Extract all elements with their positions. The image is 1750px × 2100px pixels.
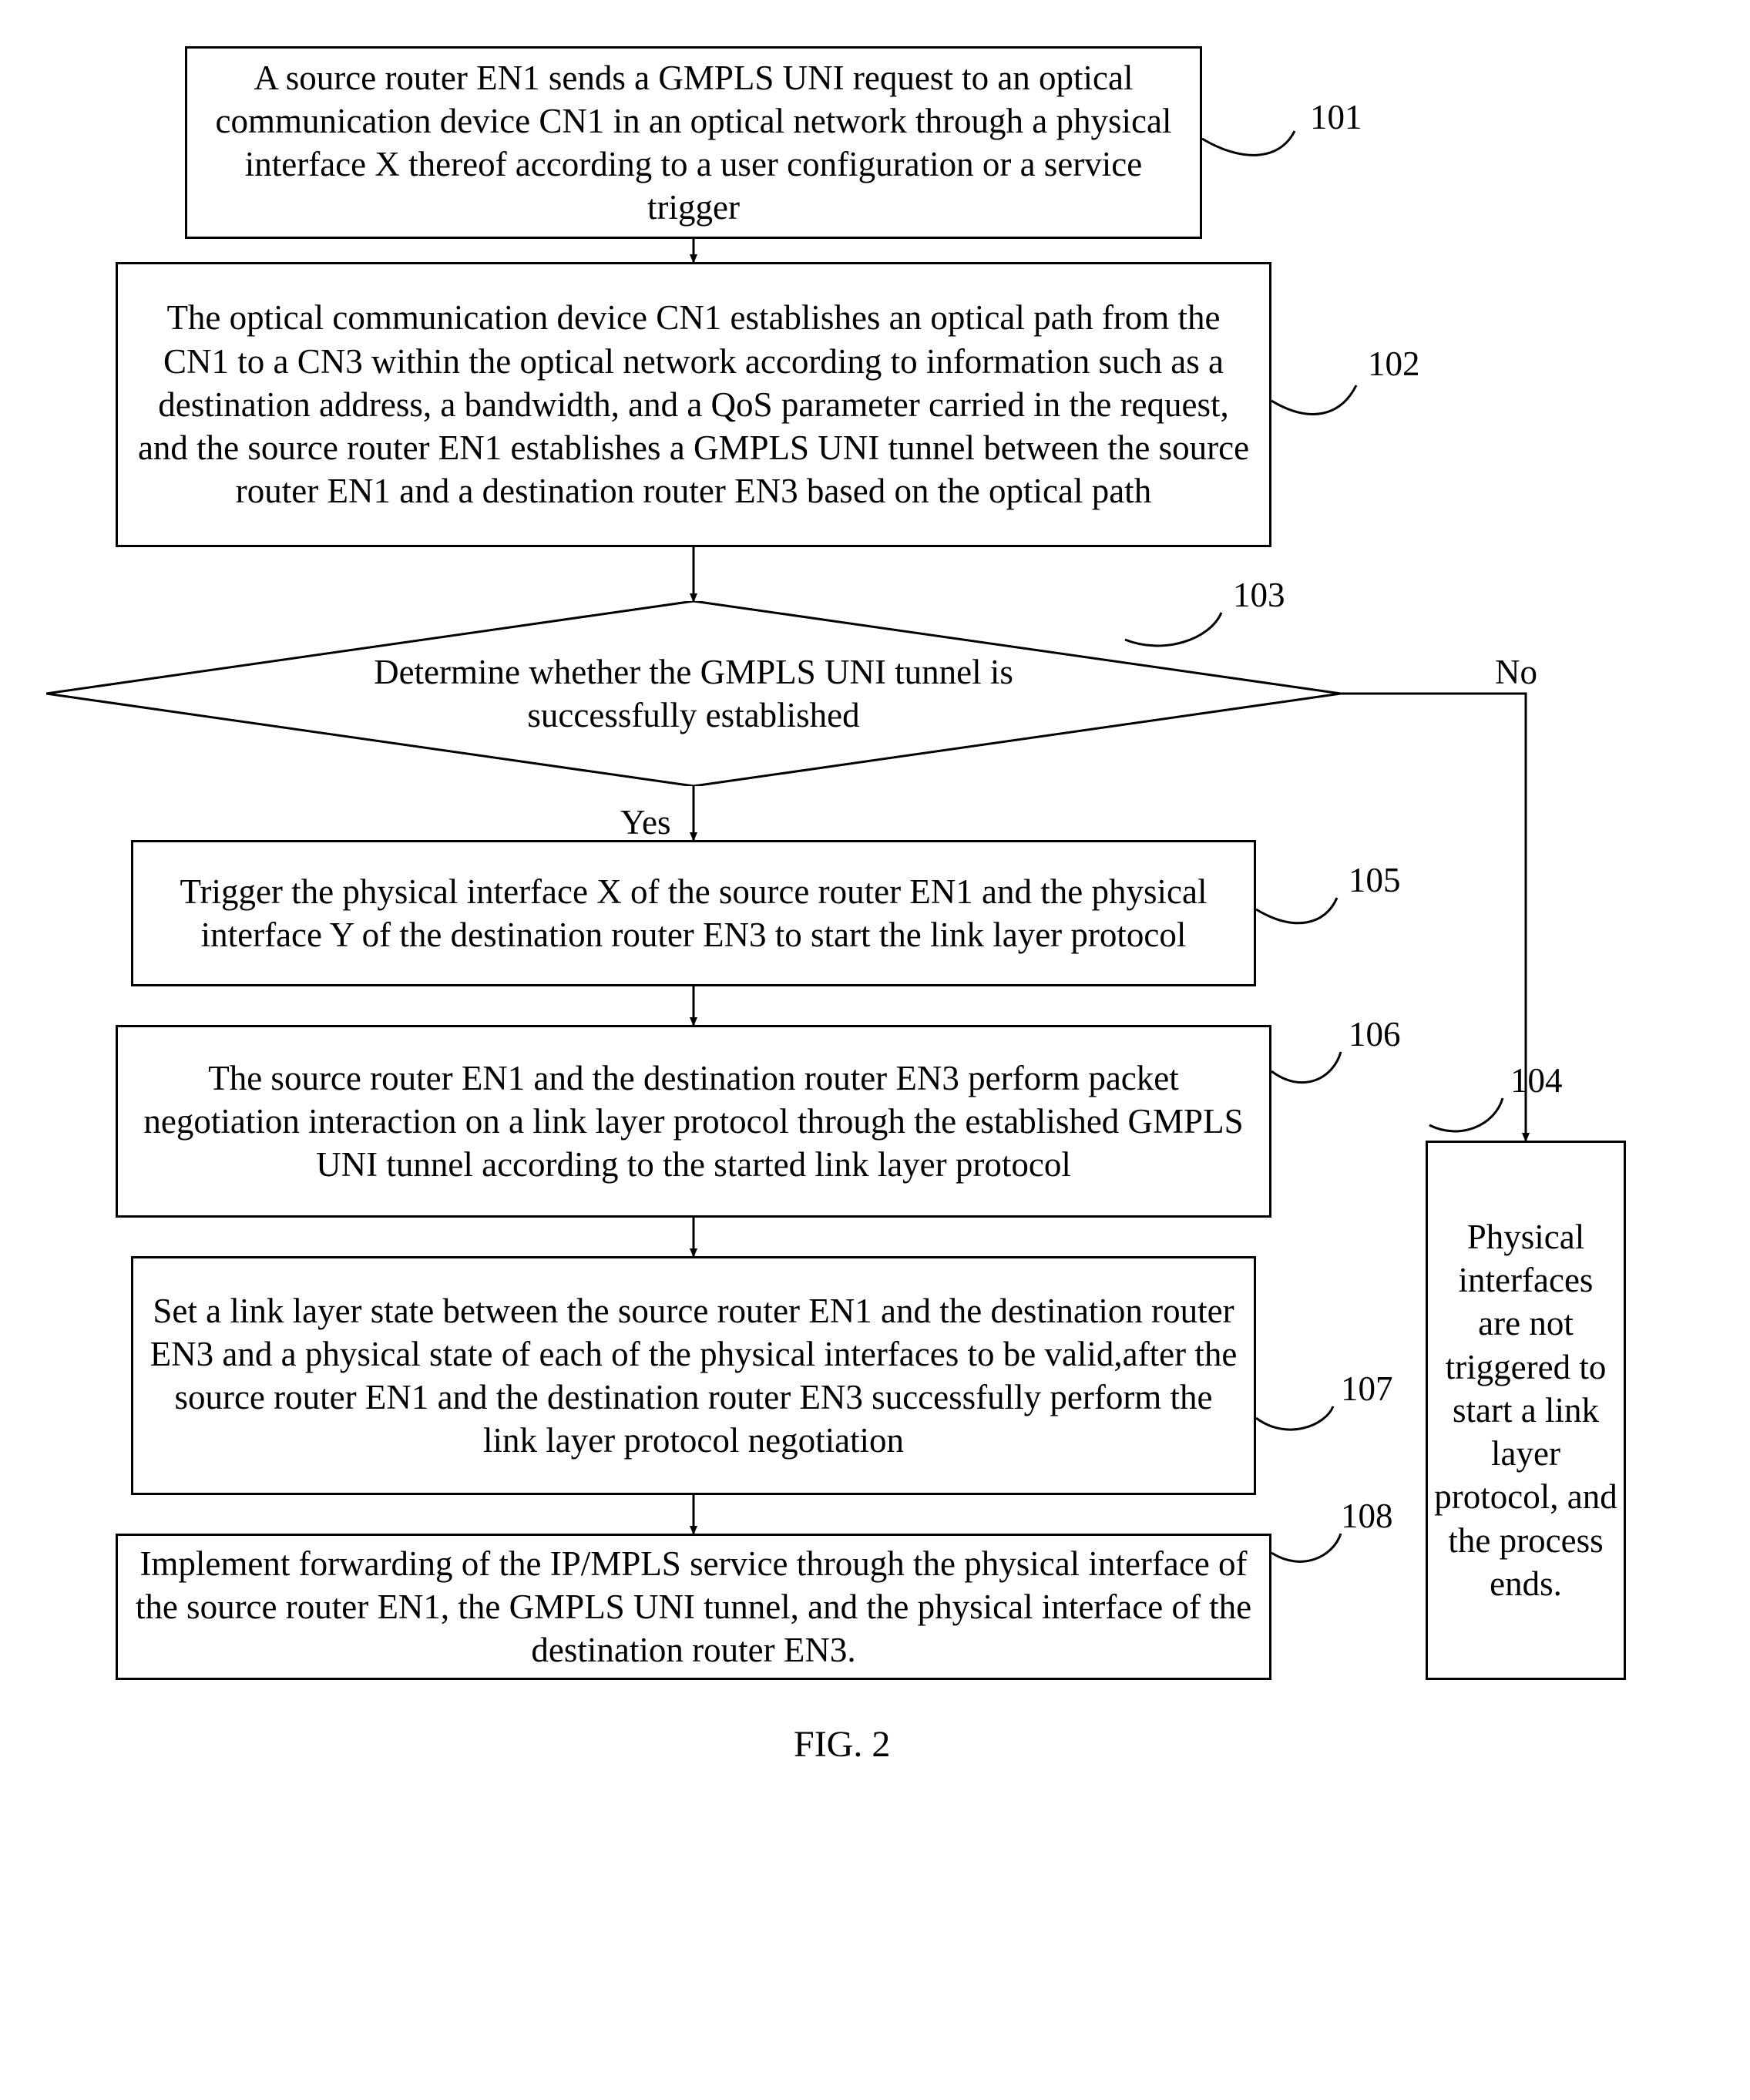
process-box-108: Implement forwarding of the IP/MPLS serv… xyxy=(116,1534,1271,1680)
process-text: The optical communication device CN1 est… xyxy=(133,296,1254,512)
process-text: A source router EN1 sends a GMPLS UNI re… xyxy=(203,56,1184,230)
callout-number: 108 xyxy=(1341,1499,1393,1534)
figure-label: FIG. 2 xyxy=(794,1726,890,1763)
process-box-102: The optical communication device CN1 est… xyxy=(116,262,1271,547)
callout-number: 101 xyxy=(1310,100,1362,135)
process-box-107: Set a link layer state between the sourc… xyxy=(131,1256,1256,1495)
callout-number: 105 xyxy=(1349,863,1401,898)
callout-number: 102 xyxy=(1368,347,1420,381)
callout-number: 104 xyxy=(1510,1063,1563,1098)
edge-label-no: No xyxy=(1495,655,1537,690)
callout-number: 107 xyxy=(1341,1372,1393,1406)
process-text: The source router EN1 and the destinatio… xyxy=(133,1057,1254,1187)
decision-diamond-103: Determine whether the GMPLS UNI tunnel i… xyxy=(46,601,1341,786)
process-box-105: Trigger the physical interface X of the … xyxy=(131,840,1256,986)
decision-text: Determine whether the GMPLS UNI tunnel i… xyxy=(308,650,1079,738)
terminal-box-104: Physical interfaces are not triggered to… xyxy=(1426,1141,1626,1680)
process-box-106: The source router EN1 and the destinatio… xyxy=(116,1025,1271,1218)
terminal-text: Physical interfaces are not triggered to… xyxy=(1434,1215,1617,1605)
process-text: Set a link layer state between the sourc… xyxy=(149,1289,1238,1463)
process-box-101: A source router EN1 sends a GMPLS UNI re… xyxy=(185,46,1202,239)
process-text: Implement forwarding of the IP/MPLS serv… xyxy=(133,1542,1254,1672)
flowchart-canvas: A source router EN1 sends a GMPLS UNI re… xyxy=(31,31,1719,2069)
callout-number: 106 xyxy=(1349,1017,1401,1052)
edge-label-yes: Yes xyxy=(620,805,670,840)
callout-number: 103 xyxy=(1233,578,1285,613)
process-text: Trigger the physical interface X of the … xyxy=(149,870,1238,957)
